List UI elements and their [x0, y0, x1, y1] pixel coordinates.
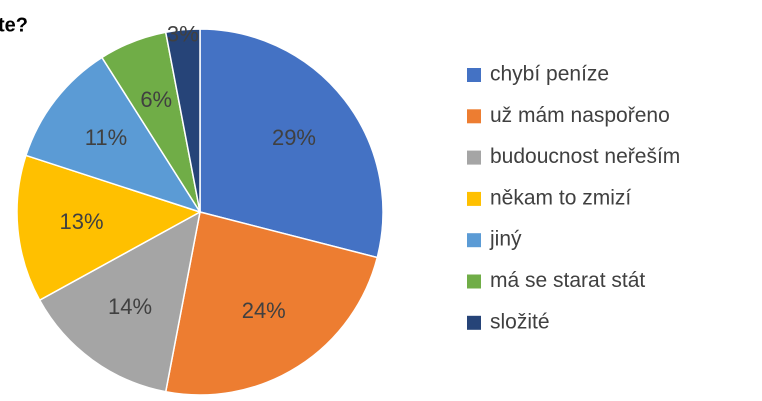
- data-label: 13%: [60, 209, 104, 234]
- data-label: 6%: [140, 87, 172, 112]
- chart-title: te?: [0, 14, 28, 36]
- legend-label: budoucnost neřeším: [490, 145, 680, 168]
- legend-label: už mám naspořeno: [490, 104, 670, 127]
- data-label: 3%: [167, 22, 199, 47]
- pie-slice: [164, 211, 379, 396]
- pie-slice: [38, 210, 202, 393]
- legend-swatch: [467, 233, 481, 248]
- legend-swatch: [467, 150, 481, 165]
- legend-swatch: [467, 274, 481, 289]
- data-label: 11%: [85, 125, 127, 150]
- pie-slice: [25, 56, 202, 214]
- pie-slice: [164, 28, 201, 213]
- legend-swatch: [467, 315, 481, 330]
- data-label: 29%: [272, 125, 316, 150]
- legend-swatch: [467, 68, 481, 82]
- data-label: 24%: [242, 298, 286, 323]
- legend-label: má se starat stát: [490, 269, 645, 292]
- data-label: 14%: [108, 294, 152, 319]
- legend-swatch: [467, 109, 481, 124]
- legend-label: složité: [490, 310, 550, 333]
- pie-slice: [199, 28, 384, 259]
- pie-slice: [16, 154, 202, 302]
- legend-label: někam to zmizí: [490, 186, 631, 209]
- legend-label: jiný: [489, 228, 522, 251]
- legend-swatch: [467, 191, 481, 206]
- legend-label: chybí peníze: [490, 63, 609, 86]
